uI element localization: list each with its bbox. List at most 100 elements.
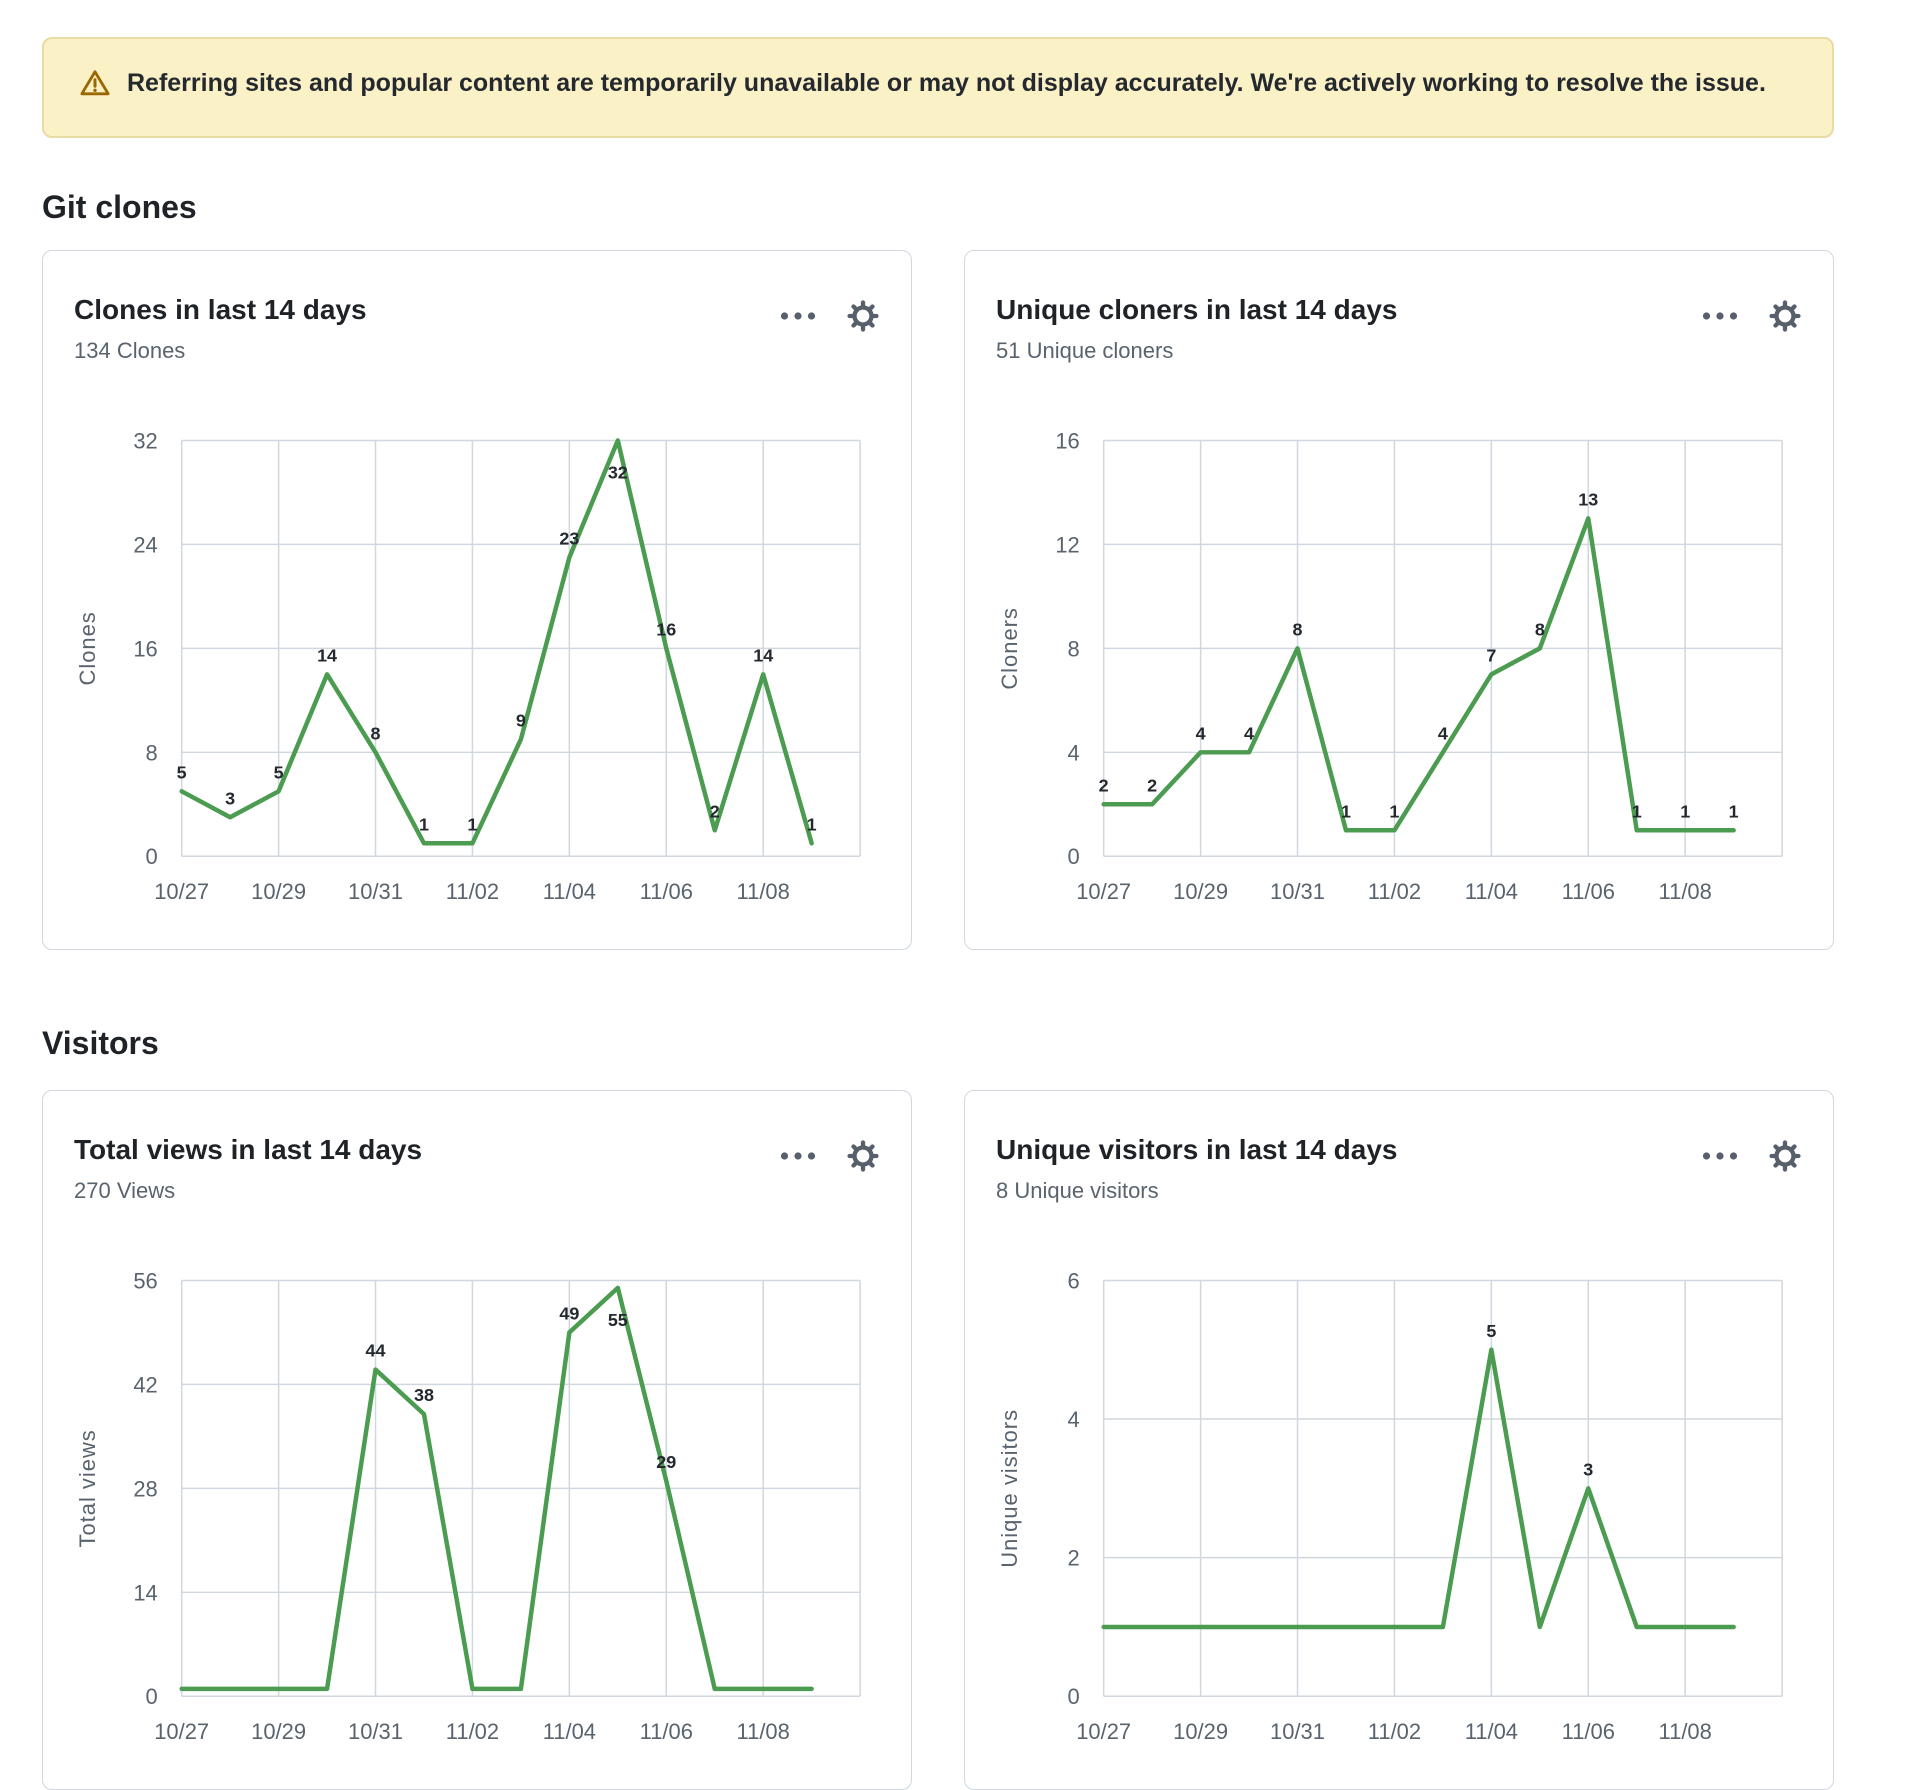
svg-text:2: 2	[710, 801, 720, 821]
svg-text:Unique visitors: Unique visitors	[997, 1409, 1022, 1568]
gear-icon	[1769, 1140, 1801, 1172]
svg-text:1: 1	[467, 814, 477, 834]
warning-banner: Referring sites and popular content are …	[42, 37, 1834, 138]
svg-text:1: 1	[1341, 801, 1351, 821]
svg-text:11/08: 11/08	[1659, 1719, 1712, 1744]
svg-text:10/31: 10/31	[348, 1719, 403, 1744]
warning-text: Referring sites and popular content are …	[127, 69, 1766, 97]
total-views-settings-button[interactable]	[846, 1139, 880, 1173]
svg-text:10/31: 10/31	[348, 879, 403, 904]
svg-text:2: 2	[1068, 1546, 1080, 1571]
svg-text:11/04: 11/04	[1465, 879, 1518, 904]
svg-text:11/02: 11/02	[446, 879, 499, 904]
unique-cloners-card-header: Unique cloners in last 14 days 51 Unique…	[965, 251, 1833, 365]
svg-text:0: 0	[1068, 1684, 1080, 1709]
kebab-horizontal-icon	[1702, 1152, 1738, 1160]
svg-text:56: 56	[133, 1268, 157, 1293]
unique-cloners-card: Unique cloners in last 14 days 51 Unique…	[964, 250, 1834, 950]
svg-text:11/06: 11/06	[1562, 1719, 1615, 1744]
svg-text:16: 16	[1055, 428, 1079, 453]
svg-text:Clones: Clones	[75, 611, 100, 685]
visitors-cards-row: Total views in last 14 days 270 Views	[42, 1090, 1834, 1790]
svg-text:11/08: 11/08	[737, 879, 790, 904]
svg-text:42: 42	[133, 1372, 157, 1397]
svg-text:4: 4	[1244, 723, 1254, 743]
unique-visitors-card-subtitle: 8 Unique visitors	[996, 1178, 1159, 1203]
svg-text:1: 1	[807, 814, 817, 834]
svg-text:10/29: 10/29	[251, 879, 306, 904]
unique-visitors-settings-button[interactable]	[1768, 1139, 1802, 1173]
svg-text:23: 23	[559, 528, 579, 548]
unique-visitors-card-title: Unique visitors in last 14 days	[996, 1134, 1398, 1165]
unique-visitors-card: Unique visitors in last 14 days 8 Unique…	[964, 1090, 1834, 1790]
clones-more-options-button[interactable]	[780, 299, 816, 333]
unique-visitors-more-options-button[interactable]	[1702, 1139, 1738, 1173]
svg-text:6: 6	[1068, 1268, 1080, 1293]
clones-card-subtitle: 134 Clones	[74, 338, 186, 363]
svg-text:11/08: 11/08	[1659, 879, 1712, 904]
clones-settings-button[interactable]	[846, 299, 880, 333]
svg-text:11/02: 11/02	[1368, 1719, 1421, 1744]
svg-text:10/27: 10/27	[1076, 1719, 1131, 1744]
svg-text:28: 28	[133, 1476, 157, 1501]
svg-text:4: 4	[1068, 1407, 1080, 1432]
svg-text:Cloners: Cloners	[997, 607, 1022, 690]
svg-text:10/29: 10/29	[251, 1719, 306, 1744]
svg-text:16: 16	[133, 636, 157, 661]
svg-text:10/31: 10/31	[1270, 879, 1325, 904]
gear-icon	[847, 1140, 879, 1172]
svg-text:2: 2	[1147, 775, 1157, 795]
kebab-horizontal-icon	[780, 1152, 816, 1160]
kebab-horizontal-icon	[780, 312, 816, 320]
svg-text:11/02: 11/02	[446, 1719, 499, 1744]
svg-text:4: 4	[1068, 740, 1080, 765]
total-views-more-options-button[interactable]	[780, 1139, 816, 1173]
svg-text:13: 13	[1578, 489, 1598, 509]
svg-text:1: 1	[1632, 801, 1642, 821]
svg-text:49: 49	[559, 1303, 579, 1323]
svg-text:11/04: 11/04	[543, 879, 596, 904]
svg-text:8: 8	[1068, 636, 1080, 661]
unique-cloners-card-title: Unique cloners in last 14 days	[996, 294, 1398, 325]
svg-text:1: 1	[419, 814, 429, 834]
unique-cloners-settings-button[interactable]	[1768, 299, 1802, 333]
svg-text:2: 2	[1099, 775, 1109, 795]
svg-text:55: 55	[608, 1310, 628, 1330]
gear-icon	[847, 300, 879, 332]
svg-text:14: 14	[133, 1580, 157, 1605]
svg-text:14: 14	[317, 645, 337, 665]
svg-text:5: 5	[1486, 1321, 1496, 1341]
kebab-horizontal-icon	[1702, 312, 1738, 320]
svg-text:29: 29	[656, 1452, 676, 1472]
unique-visitors-line-chart: 0 2 4 6 10/27 10/29 10/31 11/02 11/04 11/06 11/08 U…	[997, 1268, 1783, 1744]
total-views-card-header: Total views in last 14 days 270 Views	[43, 1091, 911, 1205]
svg-text:3: 3	[225, 788, 235, 808]
svg-text:10/27: 10/27	[154, 879, 209, 904]
svg-text:44: 44	[366, 1341, 386, 1361]
svg-text:38: 38	[414, 1385, 434, 1405]
svg-text:5: 5	[177, 762, 187, 782]
svg-text:1: 1	[1680, 801, 1690, 821]
section-heading-visitors: Visitors	[42, 1025, 159, 1061]
clones-card-header: Clones in last 14 days 134 Clones	[43, 251, 911, 365]
svg-text:0: 0	[1068, 844, 1080, 869]
svg-text:11/04: 11/04	[543, 1719, 596, 1744]
svg-text:8: 8	[1293, 619, 1303, 639]
svg-text:1: 1	[1389, 801, 1399, 821]
svg-text:11/08: 11/08	[737, 1719, 790, 1744]
svg-text:12: 12	[1055, 532, 1079, 557]
svg-text:10/27: 10/27	[1076, 879, 1131, 904]
svg-text:10/29: 10/29	[1173, 1719, 1228, 1744]
svg-text:11/06: 11/06	[640, 879, 693, 904]
svg-text:1: 1	[1729, 801, 1739, 821]
total-views-card-subtitle: 270 Views	[74, 1178, 176, 1203]
unique-cloners-more-options-button[interactable]	[1702, 299, 1738, 333]
svg-text:11/06: 11/06	[640, 1719, 693, 1744]
svg-text:7: 7	[1486, 645, 1496, 665]
svg-text:11/06: 11/06	[1562, 879, 1615, 904]
svg-text:10/29: 10/29	[1173, 879, 1228, 904]
git-clones-cards-row: Clones in last 14 days 134 Clones	[42, 250, 1834, 950]
svg-text:16: 16	[656, 619, 676, 639]
